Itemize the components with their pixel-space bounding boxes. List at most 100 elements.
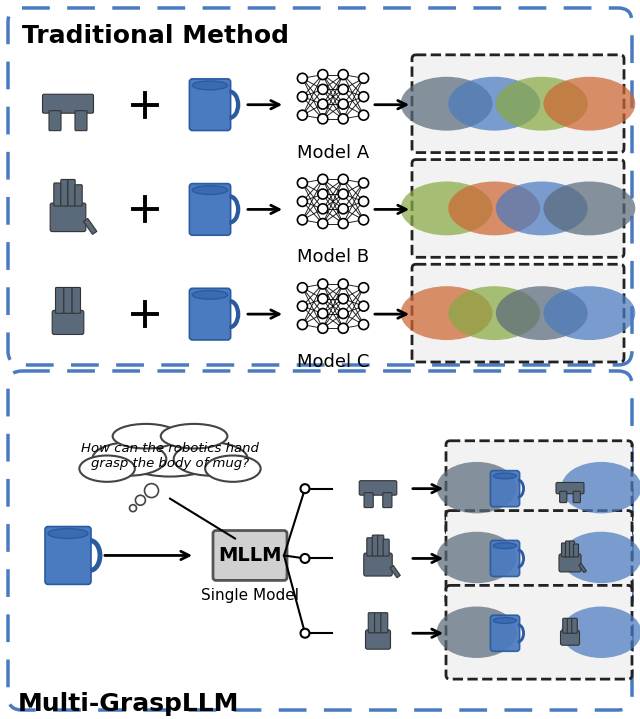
FancyBboxPatch shape (374, 613, 381, 633)
FancyBboxPatch shape (68, 180, 75, 206)
Text: Traditional Method: Traditional Method (22, 24, 289, 48)
Ellipse shape (436, 532, 516, 583)
FancyBboxPatch shape (572, 618, 577, 633)
FancyBboxPatch shape (490, 471, 520, 507)
Circle shape (318, 308, 328, 319)
Ellipse shape (543, 77, 636, 131)
Ellipse shape (448, 181, 540, 235)
FancyBboxPatch shape (359, 481, 397, 495)
FancyBboxPatch shape (381, 613, 388, 633)
Ellipse shape (79, 456, 135, 482)
Ellipse shape (493, 618, 516, 623)
Circle shape (358, 320, 369, 329)
Ellipse shape (92, 442, 166, 476)
Circle shape (298, 73, 307, 83)
Circle shape (301, 554, 310, 563)
Ellipse shape (561, 462, 640, 513)
Ellipse shape (401, 181, 493, 235)
FancyBboxPatch shape (556, 482, 584, 494)
Ellipse shape (113, 424, 179, 449)
Ellipse shape (193, 290, 228, 299)
FancyBboxPatch shape (364, 553, 392, 576)
FancyBboxPatch shape (61, 180, 68, 206)
Circle shape (298, 283, 307, 293)
Circle shape (338, 324, 348, 334)
Circle shape (136, 495, 145, 505)
FancyBboxPatch shape (490, 615, 520, 651)
Circle shape (358, 110, 369, 120)
FancyBboxPatch shape (561, 631, 579, 645)
FancyBboxPatch shape (189, 183, 230, 235)
Circle shape (358, 283, 369, 293)
Circle shape (338, 279, 348, 289)
Circle shape (358, 196, 369, 206)
FancyBboxPatch shape (56, 288, 64, 313)
FancyBboxPatch shape (365, 630, 390, 649)
FancyBboxPatch shape (378, 535, 384, 556)
FancyBboxPatch shape (75, 185, 82, 206)
Text: Model B: Model B (297, 248, 369, 266)
Ellipse shape (48, 528, 88, 539)
Circle shape (358, 73, 369, 83)
Circle shape (301, 628, 310, 638)
Text: Multi-GraspLLM: Multi-GraspLLM (18, 692, 239, 716)
Ellipse shape (161, 424, 227, 449)
FancyBboxPatch shape (368, 613, 375, 633)
FancyBboxPatch shape (50, 203, 86, 232)
Circle shape (301, 484, 310, 493)
Ellipse shape (193, 81, 228, 90)
FancyBboxPatch shape (446, 585, 632, 679)
FancyBboxPatch shape (412, 55, 624, 152)
Circle shape (298, 178, 307, 188)
FancyBboxPatch shape (64, 288, 72, 313)
FancyBboxPatch shape (446, 441, 632, 534)
Ellipse shape (496, 286, 588, 340)
Ellipse shape (496, 181, 588, 235)
Circle shape (129, 505, 136, 512)
Ellipse shape (116, 431, 223, 477)
FancyBboxPatch shape (561, 543, 566, 557)
Ellipse shape (401, 77, 493, 131)
Ellipse shape (401, 286, 493, 340)
FancyBboxPatch shape (566, 541, 570, 557)
Circle shape (338, 174, 348, 184)
Circle shape (318, 114, 328, 124)
Text: Single Model: Single Model (201, 588, 299, 603)
Circle shape (318, 70, 328, 80)
Circle shape (338, 219, 348, 229)
Ellipse shape (436, 462, 516, 513)
Polygon shape (579, 564, 586, 572)
Circle shape (338, 294, 348, 303)
Circle shape (318, 279, 328, 289)
Circle shape (318, 189, 328, 199)
FancyBboxPatch shape (54, 183, 61, 206)
FancyBboxPatch shape (45, 526, 91, 585)
Circle shape (318, 174, 328, 184)
Circle shape (338, 84, 348, 94)
Circle shape (298, 215, 307, 225)
Circle shape (298, 320, 307, 329)
FancyBboxPatch shape (559, 491, 567, 503)
Circle shape (318, 84, 328, 94)
FancyBboxPatch shape (412, 265, 624, 362)
Ellipse shape (448, 77, 540, 131)
Ellipse shape (448, 286, 540, 340)
FancyBboxPatch shape (49, 111, 61, 131)
Text: Model C: Model C (297, 353, 369, 371)
Circle shape (358, 92, 369, 101)
Circle shape (318, 219, 328, 229)
Circle shape (318, 203, 328, 214)
FancyBboxPatch shape (364, 493, 373, 508)
Circle shape (318, 324, 328, 334)
FancyBboxPatch shape (446, 510, 632, 605)
Circle shape (338, 70, 348, 80)
Circle shape (338, 308, 348, 319)
FancyBboxPatch shape (383, 493, 392, 508)
FancyBboxPatch shape (383, 539, 389, 556)
Ellipse shape (496, 77, 588, 131)
FancyBboxPatch shape (213, 531, 287, 580)
Circle shape (318, 99, 328, 109)
FancyBboxPatch shape (189, 288, 230, 340)
Ellipse shape (561, 532, 640, 583)
Circle shape (298, 92, 307, 101)
